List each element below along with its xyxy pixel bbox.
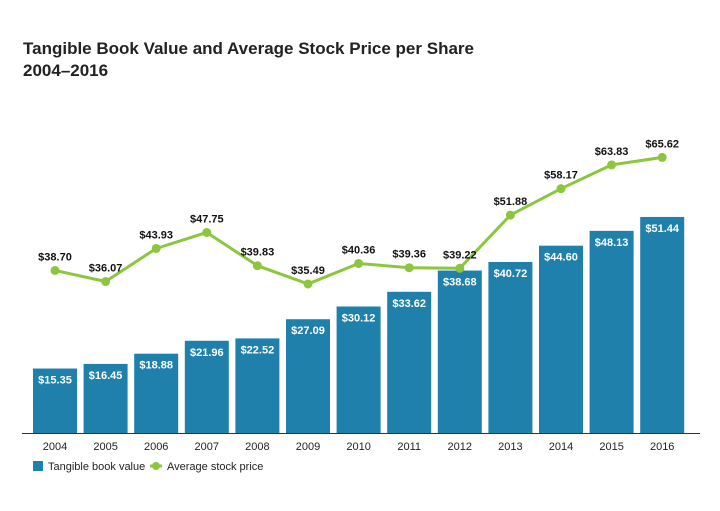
point-label-2011: $39.36 (392, 249, 426, 261)
bar-2013 (488, 261, 533, 433)
bar-label-2012: $38.68 (443, 277, 477, 289)
point-2005 (101, 277, 111, 287)
chart-title-block: Tangible Book Value and Average Stock Pr… (23, 38, 474, 82)
point-label-2007: $47.75 (190, 213, 224, 225)
bar-label-2009: $27.09 (291, 325, 325, 337)
chart-title: Tangible Book Value and Average Stock Pr… (23, 39, 474, 58)
point-2007 (202, 227, 212, 237)
legend-label-stock-price: Average stock price (167, 461, 263, 473)
point-2012 (455, 263, 465, 273)
point-2016 (657, 152, 667, 162)
point-label-2012: $39.22 (443, 249, 477, 261)
point-2015 (607, 160, 617, 170)
chart-subtitle: 2004–2016 (23, 61, 109, 80)
x-tick-2011: 2011 (397, 441, 421, 453)
point-label-2008: $39.83 (241, 247, 275, 259)
x-tick-2013: 2013 (498, 441, 522, 453)
bar-2015 (589, 230, 634, 433)
x-tick-2014: 2014 (549, 441, 573, 453)
legend-label-book-value: Tangible book value (48, 461, 145, 473)
x-tick-2007: 2007 (195, 441, 219, 453)
x-tick-2005: 2005 (93, 441, 117, 453)
bar-label-2015: $48.13 (595, 237, 629, 249)
point-2004 (50, 265, 60, 275)
bar-label-2014: $44.60 (544, 252, 578, 264)
x-tick-2010: 2010 (346, 441, 370, 453)
bar-label-2011: $33.62 (392, 298, 426, 310)
bar-label-2006: $18.88 (139, 360, 173, 372)
x-tick-2009: 2009 (296, 441, 320, 453)
bar-2007 (184, 340, 229, 433)
x-tick-2016: 2016 (650, 441, 674, 453)
point-label-2004: $38.70 (38, 251, 72, 263)
bar-2011 (387, 291, 432, 433)
point-2010 (354, 258, 364, 268)
bar-label-2010: $30.12 (342, 312, 376, 324)
point-label-2010: $40.36 (342, 244, 376, 256)
bar-2010 (336, 306, 381, 433)
bar-label-2005: $16.45 (89, 370, 123, 382)
bar-2004 (33, 368, 77, 433)
point-label-2015: $63.83 (595, 146, 629, 158)
bar-2012 (437, 270, 482, 433)
bar-2006 (134, 353, 179, 433)
point-2009 (303, 279, 313, 289)
point-2013 (505, 210, 515, 220)
point-label-2014: $58.17 (544, 170, 578, 182)
point-label-2005: $36.07 (89, 263, 123, 275)
x-tick-2008: 2008 (245, 441, 269, 453)
bar-2016 (640, 216, 685, 433)
bar-2008 (235, 338, 280, 433)
point-label-2009: $35.49 (291, 265, 325, 277)
bar-2005 (83, 363, 128, 433)
point-2008 (252, 261, 262, 271)
x-tick-2004: 2004 (43, 441, 67, 453)
bar-2014 (539, 245, 583, 433)
bar-label-2007: $21.96 (190, 347, 224, 359)
bar-label-2013: $40.72 (494, 268, 528, 280)
point-label-2016: $65.62 (645, 138, 679, 150)
legend-swatch-book-value (33, 461, 43, 471)
bar-label-2004: $15.35 (38, 375, 72, 387)
bar-label-2016: $51.44 (645, 223, 680, 235)
point-2011 (404, 263, 414, 273)
x-tick-2006: 2006 (144, 441, 168, 453)
legend-marker-stock-price (152, 462, 160, 470)
x-tick-2015: 2015 (599, 441, 623, 453)
point-2006 (151, 243, 161, 253)
x-tick-2012: 2012 (448, 441, 472, 453)
bar-2009 (286, 319, 330, 433)
point-label-2013: $51.88 (494, 196, 528, 208)
point-2014 (556, 184, 566, 194)
bar-label-2008: $22.52 (241, 344, 275, 356)
point-label-2006: $43.93 (139, 229, 173, 241)
